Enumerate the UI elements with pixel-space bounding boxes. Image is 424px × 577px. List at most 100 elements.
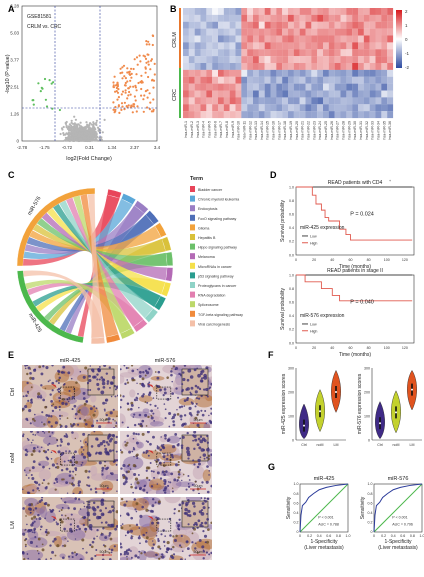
roc-x-label-sub: (Liver metastasis): [304, 545, 344, 551]
heatmap-cell: [183, 63, 189, 70]
ihc-nucleus: [210, 552, 212, 554]
ihc-nucleus: [143, 451, 145, 453]
volcano-point-up: [118, 112, 120, 114]
heatmap-cell: [247, 8, 253, 15]
heatmap-gene-label: hsa-miR-2: [190, 121, 194, 138]
ihc-nucleus: [160, 436, 161, 437]
ihc-nucleus: [60, 427, 62, 429]
volcano-point-ns: [77, 130, 79, 132]
ihc-nucleus: [144, 485, 146, 487]
heatmap-cell: [376, 8, 382, 15]
heatmap-cell: [346, 36, 352, 43]
ihc-inset-nucleus: [205, 388, 208, 391]
heatmap-cell: [306, 22, 312, 29]
ihc-nucleus: [28, 529, 30, 531]
ihc-nucleus: [209, 386, 211, 388]
chord-legend-label: Glioma: [198, 226, 209, 230]
ihc-nucleus: [38, 553, 40, 555]
heatmap-cell: [271, 97, 277, 104]
heatmap-cell: [189, 77, 195, 84]
volcano-point-up: [136, 110, 138, 112]
volcano-point-up: [152, 98, 154, 100]
volcano-point-ns: [62, 132, 64, 134]
roc-y-tick: 0.2: [368, 521, 373, 525]
heatmap-cell: [300, 22, 306, 29]
heatmap-cell: [346, 111, 352, 118]
heatmap-cell: [259, 42, 265, 49]
heatmap-cell: [230, 104, 236, 111]
ihc-inset-nucleus: [96, 383, 99, 386]
ihc-nucleus: [177, 476, 179, 478]
heatmap-cell: [236, 49, 242, 56]
ihc-nucleus: [164, 388, 167, 391]
heatmap-cell: [317, 36, 323, 43]
heatmap-cell: [335, 84, 341, 91]
heatmap-cell: [288, 36, 294, 43]
heatmap-gene-label: hsa-miR-35: [382, 121, 386, 140]
ihc-nucleus: [62, 545, 64, 547]
heatmap-cell: [265, 42, 271, 49]
heatmap-cell: [236, 8, 242, 15]
heatmap-cell: [183, 8, 189, 15]
ihc-inset-nucleus: [204, 500, 207, 503]
ihc-nucleus: [163, 464, 166, 467]
volcano-point-ns: [79, 132, 81, 134]
ihc-nucleus: [41, 422, 42, 423]
heatmap-cell: [341, 104, 347, 111]
ihc-nucleus: [84, 367, 87, 370]
heatmap-cell: [376, 77, 382, 84]
heatmap-cell: [247, 111, 253, 118]
heatmap-cell: [224, 70, 230, 77]
ihc-nucleus: [206, 551, 208, 553]
ihc-inset-nucleus: [198, 446, 201, 449]
heatmap-cell: [230, 70, 236, 77]
ihc-inset-nucleus: [189, 392, 191, 394]
ihc-nucleus: [180, 558, 183, 561]
ihc-nucleus: [34, 536, 36, 538]
ihc-nucleus: [76, 553, 78, 555]
ihc-nucleus: [87, 476, 89, 478]
ihc-inset-nucleus: [187, 453, 191, 457]
heatmap-cell: [311, 15, 317, 22]
heatmap-cell: [253, 15, 259, 22]
heatmap-cell: [346, 104, 352, 111]
ihc-nucleus: [145, 540, 148, 543]
ihc-nucleus: [179, 503, 182, 506]
volcano-point-up: [112, 101, 114, 103]
ihc-nucleus: [80, 558, 83, 561]
ihc-nucleus: [63, 384, 65, 386]
heatmap-cell: [381, 22, 387, 29]
heatmap-cell: [311, 29, 317, 36]
heatmap-cell: [317, 77, 323, 84]
survival-x-tick: 40: [330, 346, 334, 350]
ihc-nucleus: [72, 556, 74, 558]
ihc-nucleus: [136, 511, 138, 513]
ihc-nucleus: [198, 398, 200, 400]
ihc-inset-nucleus: [88, 379, 91, 382]
heatmap-cell: [201, 70, 207, 77]
ihc-nucleus: [123, 482, 126, 485]
ihc-nucleus: [28, 409, 31, 412]
heatmap-cell: [294, 70, 300, 77]
ihc-nucleus: [123, 365, 125, 367]
heatmap-cell: [370, 49, 376, 56]
roc-x-tick: 0.6: [326, 534, 331, 538]
ihc-nucleus: [187, 547, 190, 550]
volcano-point-ns: [79, 124, 81, 126]
ihc-nucleus: [90, 407, 93, 410]
heatmap-cell: [370, 8, 376, 15]
survival-x-tick: 100: [384, 258, 390, 262]
volcano-point-up: [153, 109, 155, 111]
ihc-nucleus: [195, 405, 197, 407]
ihc-nucleus: [78, 493, 80, 495]
volcano-point-ns: [97, 127, 99, 129]
heatmap-cell: [201, 36, 207, 43]
ihc-nucleus: [139, 414, 142, 417]
heatmap-cell: [323, 15, 329, 22]
heatmap-gene-label: hsa-miR-4: [202, 121, 206, 138]
ihc-nucleus: [47, 444, 49, 446]
heatmap-cell: [201, 63, 207, 70]
volcano-point-up: [143, 55, 145, 57]
